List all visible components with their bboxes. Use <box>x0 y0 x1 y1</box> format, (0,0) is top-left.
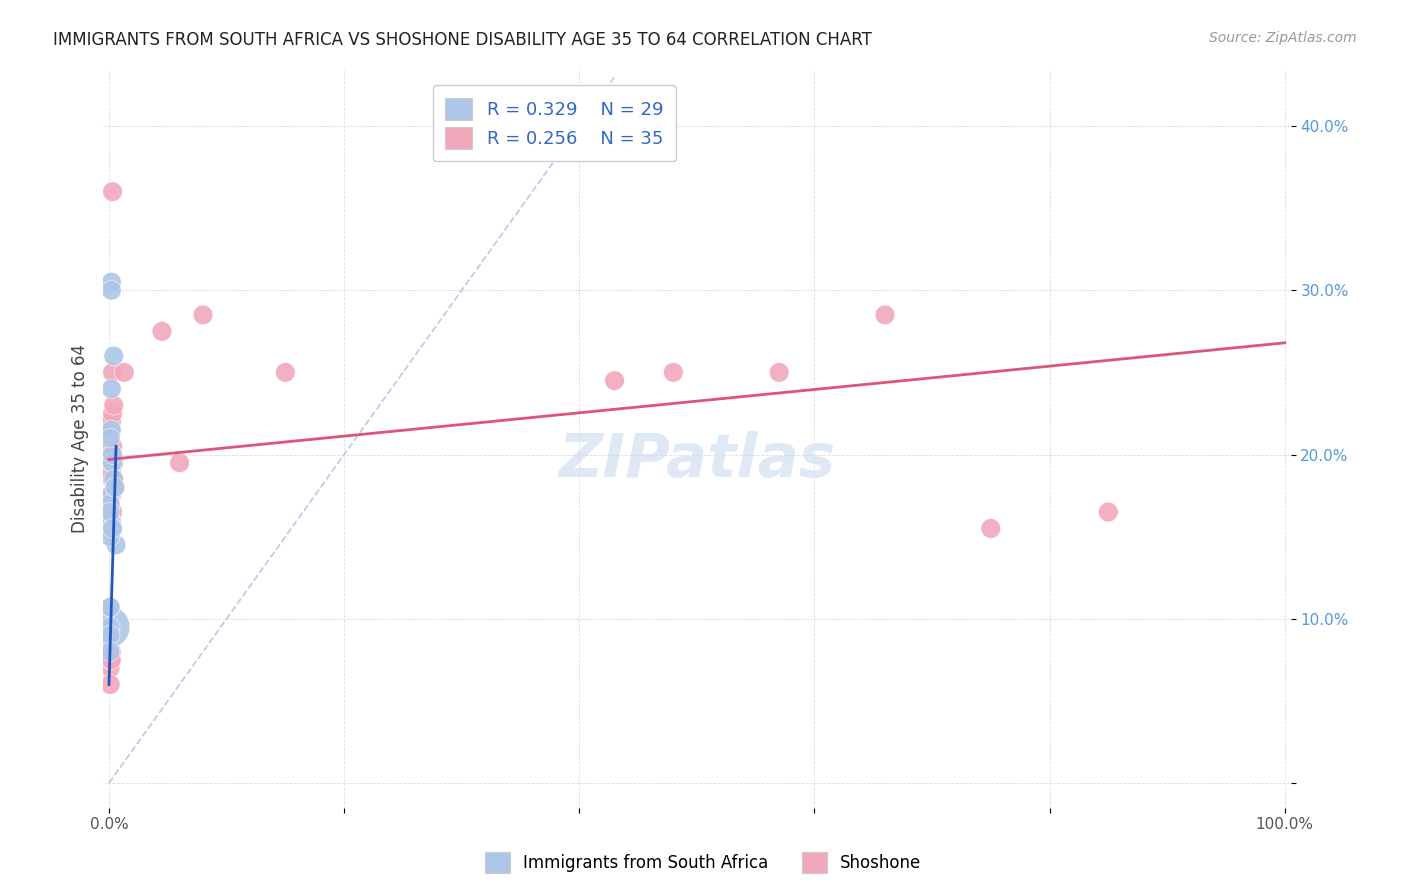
Point <box>100 448 122 462</box>
Point <box>101 439 124 453</box>
Point <box>100 423 122 437</box>
Point <box>98 628 121 642</box>
Point <box>103 472 125 486</box>
Text: IMMIGRANTS FROM SOUTH AFRICA VS SHOSHONE DISABILITY AGE 35 TO 64 CORRELATION CHA: IMMIGRANTS FROM SOUTH AFRICA VS SHOSHONE… <box>53 31 872 49</box>
Point <box>98 661 121 675</box>
Point <box>101 505 124 519</box>
Point <box>100 464 122 478</box>
Point <box>101 521 124 535</box>
Point <box>98 653 121 667</box>
Point <box>662 365 685 379</box>
Point <box>98 620 121 634</box>
Y-axis label: Disability Age 35 to 64: Disability Age 35 to 64 <box>72 343 89 533</box>
Legend: R = 0.329    N = 29, R = 0.256    N = 35: R = 0.329 N = 29, R = 0.256 N = 35 <box>433 85 676 161</box>
Point <box>104 480 127 494</box>
Point <box>101 365 124 379</box>
Point <box>98 620 121 634</box>
Point <box>100 456 122 470</box>
Point <box>98 636 121 650</box>
Point <box>98 620 121 634</box>
Point <box>98 513 121 527</box>
Point <box>98 497 121 511</box>
Point <box>101 472 124 486</box>
Point <box>873 308 896 322</box>
Point <box>105 538 128 552</box>
Point <box>100 521 122 535</box>
Point <box>100 472 122 486</box>
Text: ZIPatlas: ZIPatlas <box>558 431 835 490</box>
Point <box>101 448 124 462</box>
Point <box>98 620 121 634</box>
Point <box>98 431 121 445</box>
Point <box>101 407 124 421</box>
Point <box>768 365 790 379</box>
Point <box>101 185 124 199</box>
Point <box>98 600 121 615</box>
Legend: Immigrants from South Africa, Shoshone: Immigrants from South Africa, Shoshone <box>478 846 928 880</box>
Point <box>103 349 125 363</box>
Point <box>100 382 122 396</box>
Point <box>98 423 121 437</box>
Point <box>980 521 1002 535</box>
Point <box>100 505 122 519</box>
Point <box>98 645 121 659</box>
Point <box>191 308 214 322</box>
Point <box>100 645 122 659</box>
Point <box>98 628 121 642</box>
Text: Source: ZipAtlas.com: Source: ZipAtlas.com <box>1209 31 1357 45</box>
Point <box>98 521 121 535</box>
Point <box>98 677 121 691</box>
Point <box>100 275 122 289</box>
Point <box>150 324 173 338</box>
Point <box>101 456 124 470</box>
Point <box>100 456 122 470</box>
Point <box>603 374 626 388</box>
Point <box>103 398 125 412</box>
Point <box>169 456 191 470</box>
Point <box>98 600 121 615</box>
Point <box>104 480 127 494</box>
Point <box>98 530 121 544</box>
Point <box>100 283 122 297</box>
Point <box>100 415 122 429</box>
Point <box>112 365 135 379</box>
Point <box>100 513 122 527</box>
Point <box>98 505 121 519</box>
Point <box>103 456 125 470</box>
Point <box>98 489 121 503</box>
Point <box>100 653 122 667</box>
Point <box>100 489 122 503</box>
Point <box>274 365 297 379</box>
Point <box>1097 505 1119 519</box>
